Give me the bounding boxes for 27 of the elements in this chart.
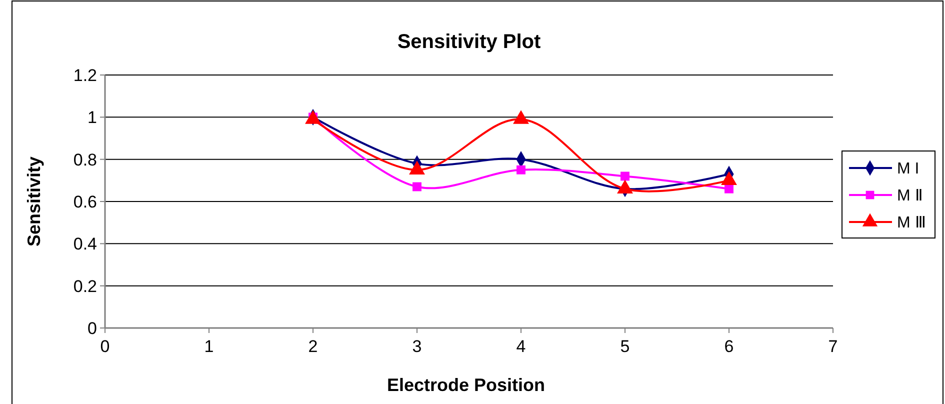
y-tick-label: 1.2 bbox=[73, 66, 97, 85]
point bbox=[516, 165, 526, 174]
legend-label: M Ⅱ bbox=[897, 188, 923, 205]
point bbox=[724, 184, 734, 194]
legend-label: M Ⅲ bbox=[897, 214, 926, 232]
y-tick-label: 0.4 bbox=[73, 234, 97, 254]
y-tick-label: 0 bbox=[88, 318, 97, 338]
chart-title: Sensitivity Plot bbox=[397, 31, 542, 53]
x-tick-label: 6 bbox=[724, 337, 734, 356]
y-axis-title: Sensitivity bbox=[24, 156, 44, 247]
x-tick-label: 3 bbox=[412, 337, 422, 356]
point bbox=[620, 172, 630, 181]
x-axis-title: Electrode Position bbox=[386, 375, 546, 395]
y-tick-label: 0.8 bbox=[73, 150, 97, 170]
point bbox=[412, 182, 422, 192]
point bbox=[513, 110, 529, 124]
legend-label: M I bbox=[897, 160, 920, 178]
x-tick-label: 1 bbox=[204, 337, 214, 356]
x-tick-label: 7 bbox=[828, 337, 838, 356]
x-tick-label: 0 bbox=[100, 337, 110, 356]
y-tick-label: 0.2 bbox=[73, 276, 97, 296]
x-tick-label: 4 bbox=[516, 337, 526, 356]
y-tick-label: 0.6 bbox=[73, 192, 97, 212]
x-tick-label: 5 bbox=[620, 337, 630, 356]
point bbox=[305, 110, 321, 124]
y-tick-label: 1 bbox=[88, 108, 97, 128]
x-tick-label: 2 bbox=[308, 337, 318, 356]
